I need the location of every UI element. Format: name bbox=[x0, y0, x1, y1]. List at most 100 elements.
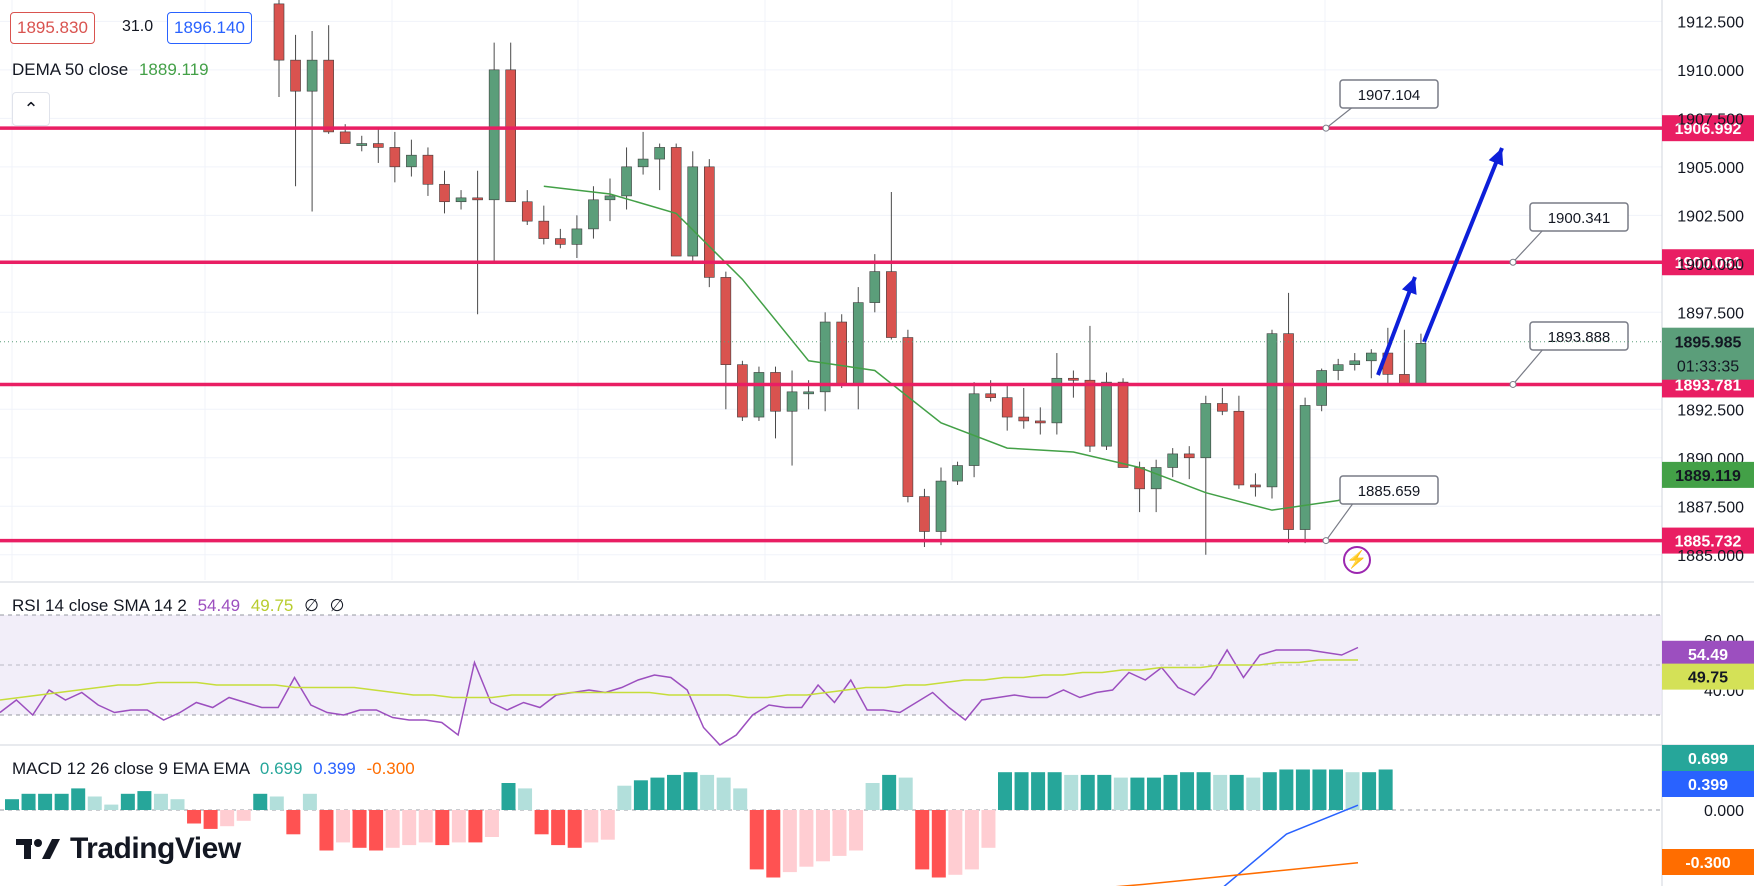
candle-body bbox=[521, 201, 533, 222]
macd-histogram-bar bbox=[1180, 772, 1195, 810]
rsi-legend-label: RSI 14 close SMA 14 2 bbox=[12, 596, 187, 615]
macd-histogram-bar bbox=[898, 777, 913, 810]
level-price-tag-text: 1885.732 bbox=[1675, 534, 1742, 551]
macd-histogram-bar bbox=[1345, 772, 1360, 810]
candle-body bbox=[803, 391, 814, 395]
candle-body bbox=[1018, 416, 1030, 422]
level-price-tag bbox=[1662, 115, 1754, 142]
dema-price-tag-text: 1889.119 bbox=[1675, 468, 1741, 485]
candle-body bbox=[1217, 403, 1228, 412]
chevron-up-icon: ⌃ bbox=[23, 98, 39, 119]
macd-histogram-bar bbox=[1279, 769, 1294, 810]
macd-histogram-bar bbox=[882, 774, 897, 810]
rsi-sma-legend-value: 49.75 bbox=[250, 596, 294, 615]
macd-histogram-bar bbox=[418, 810, 433, 843]
rsi-extra-1: ∅ bbox=[304, 596, 319, 615]
macd-histogram-bar bbox=[1229, 774, 1244, 810]
macd-value-tag-text: -0.300 bbox=[1685, 855, 1730, 872]
candle-body bbox=[372, 143, 384, 148]
candle-body bbox=[1150, 467, 1162, 490]
bid-price-box[interactable]: 1895.830 bbox=[10, 12, 95, 44]
macd-legend[interactable]: MACD 12 26 close 9 EMA EMA 0.699 0.399 -… bbox=[12, 757, 415, 781]
candlestick-series bbox=[273, 0, 1427, 555]
macd-histogram-bar bbox=[733, 788, 748, 810]
callout-text: 1900.341 bbox=[1548, 210, 1611, 227]
macd-histogram-bar bbox=[1362, 772, 1377, 810]
candle-body bbox=[968, 393, 980, 466]
tradingview-logo-icon bbox=[16, 839, 60, 859]
rsi-line bbox=[0, 646, 1359, 746]
macd-histogram-bar bbox=[1246, 777, 1261, 810]
macd-value-tag bbox=[1662, 849, 1754, 875]
macd-histogram-bar bbox=[71, 788, 86, 810]
candle-body bbox=[852, 302, 864, 385]
lightning-icon[interactable]: ⚡ bbox=[1343, 546, 1371, 574]
candle-body bbox=[1316, 370, 1327, 406]
candle-body bbox=[1233, 410, 1245, 486]
macd-histogram-bar bbox=[38, 793, 53, 810]
macd-histogram-bar bbox=[617, 785, 632, 810]
macd-histogram-bar bbox=[501, 783, 516, 810]
candle-body bbox=[902, 337, 914, 497]
candle-body bbox=[1117, 381, 1129, 468]
spread-value: 31.0 bbox=[122, 18, 154, 35]
callout-pointer bbox=[1325, 501, 1355, 541]
price-tick-label: 1885.000 bbox=[1677, 548, 1744, 565]
projection-arrows[interactable] bbox=[1376, 147, 1504, 376]
tradingview-brand[interactable]: TradingView bbox=[16, 832, 241, 866]
callout-box bbox=[1339, 475, 1439, 505]
candle-body bbox=[819, 321, 831, 393]
dema-legend[interactable]: DEMA 50 close 1889.119 bbox=[12, 58, 209, 82]
rsi-legend[interactable]: RSI 14 close SMA 14 2 54.49 49.75 ∅ ∅ bbox=[12, 594, 344, 618]
macd-histogram-bar bbox=[534, 810, 549, 835]
candle-body bbox=[886, 271, 897, 338]
dema-legend-value: 1889.119 bbox=[138, 60, 209, 79]
callout-text: 1907.104 bbox=[1358, 87, 1421, 104]
callout-anchor bbox=[1509, 258, 1517, 266]
macd-histogram-bar bbox=[799, 810, 814, 867]
macd-histogram-bar bbox=[153, 793, 168, 810]
arrow-shaft bbox=[1422, 147, 1504, 343]
macd-histogram-bar bbox=[915, 810, 930, 870]
macd-histogram-bar bbox=[302, 793, 317, 810]
macd-histogram-bar bbox=[832, 810, 847, 856]
callout-text: 1885.659 bbox=[1358, 483, 1421, 500]
price-tick-label: 1910.000 bbox=[1677, 63, 1744, 80]
macd-histogram-bar bbox=[1097, 774, 1112, 810]
candle-body bbox=[637, 158, 649, 168]
arrow-shaft bbox=[1376, 276, 1417, 376]
candle-body bbox=[985, 393, 996, 398]
price-axis[interactable]: 1912.500 1910.000 1907.500 1905.000 1902.500… bbox=[0, 14, 1754, 565]
macd-histogram-bar bbox=[1329, 769, 1343, 810]
callout-anchor bbox=[1322, 124, 1330, 132]
candle-body bbox=[919, 496, 930, 532]
macd-histogram-bar bbox=[402, 810, 417, 846]
macd-histogram-bar bbox=[1295, 769, 1310, 810]
candle-body bbox=[1134, 467, 1145, 490]
candle-body bbox=[538, 220, 550, 239]
price-tick-label: 1892.500 bbox=[1677, 402, 1744, 419]
candle-body bbox=[621, 166, 632, 197]
macd-value-tag bbox=[1662, 771, 1754, 797]
ask-price-box[interactable]: 1896.140 bbox=[167, 12, 252, 44]
price-tick-label: 1902.500 bbox=[1677, 208, 1744, 225]
candle-body bbox=[1200, 403, 1212, 459]
price-tick-label: 1912.500 bbox=[1677, 14, 1744, 31]
macd-histogram-bar bbox=[998, 772, 1012, 810]
candle-body bbox=[1332, 364, 1344, 371]
callout-text: 1893.888 bbox=[1548, 329, 1611, 346]
callout-box bbox=[1339, 79, 1439, 109]
arrow-head bbox=[1401, 277, 1417, 295]
support-resistance-levels[interactable]: 1906.992 1900.081 1893.781 1885.732 1907.104… bbox=[0, 79, 1754, 554]
macd-histogram-bar bbox=[104, 804, 119, 810]
macd-histogram-bar bbox=[253, 793, 268, 810]
macd-histogram-bar bbox=[120, 793, 135, 810]
macd-histogram-bar bbox=[964, 810, 979, 870]
candle-body bbox=[654, 147, 665, 160]
level-price-tag-text: 1893.781 bbox=[1675, 377, 1742, 394]
collapse-legend-button[interactable]: ⌃ bbox=[12, 92, 50, 126]
macd-histogram-bar bbox=[815, 810, 830, 862]
